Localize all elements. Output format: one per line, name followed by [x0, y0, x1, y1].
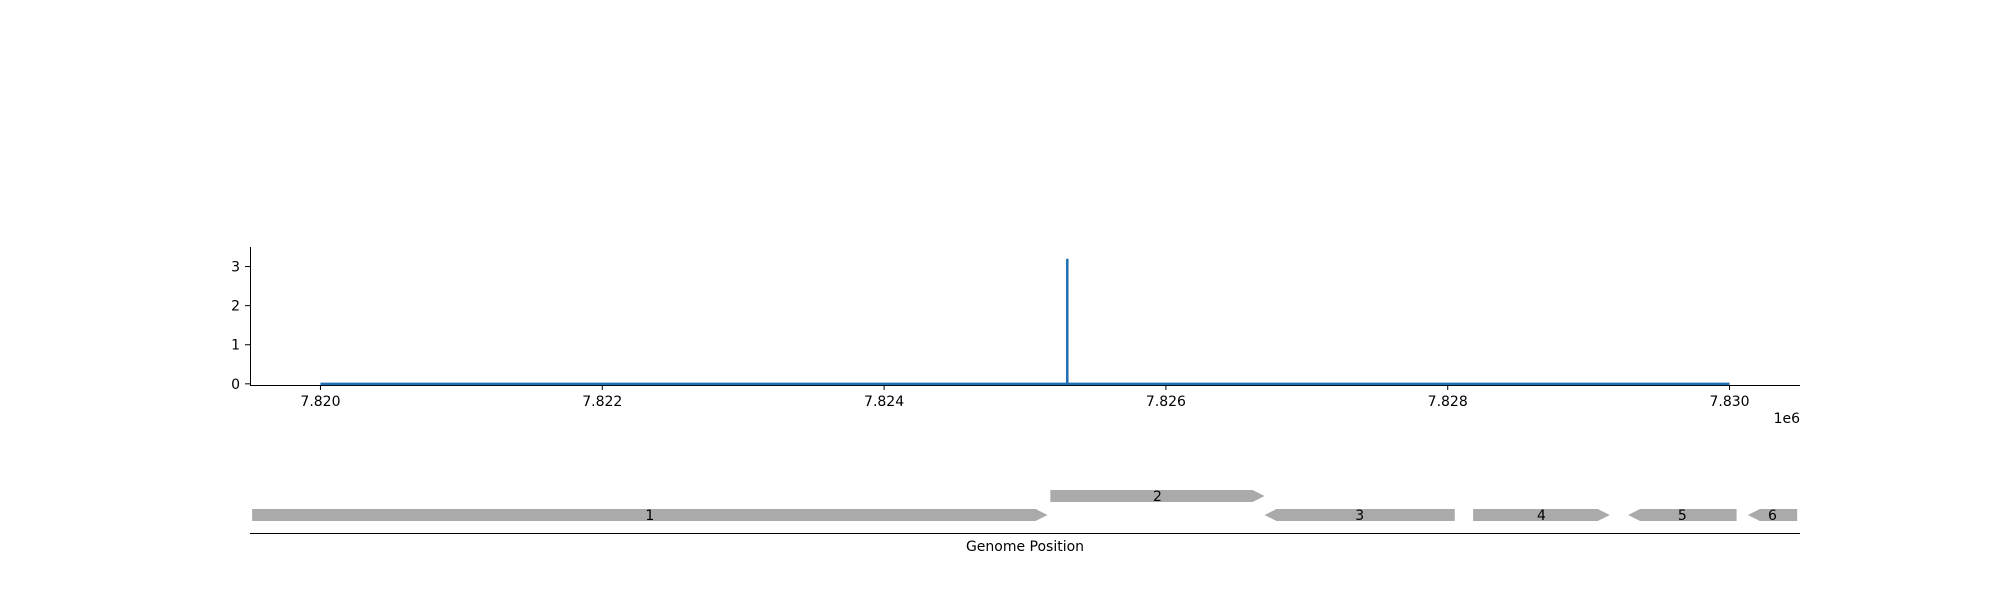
- gene-label-1: 1: [645, 508, 654, 524]
- gene-arrow-5: [1628, 509, 1737, 521]
- gene-arrow-3: [1264, 509, 1455, 521]
- x-tick-label: 7.824: [864, 394, 904, 410]
- gene-label-6: 6: [1768, 508, 1777, 524]
- x-axis-label: Genome Position: [966, 539, 1084, 555]
- y-tick-label: 0: [231, 377, 240, 393]
- gene-arrow-2: [1050, 490, 1265, 502]
- coverage-series-line: [320, 258, 1730, 386]
- gene-arrow-4: [1473, 509, 1610, 521]
- x-tick-label: 7.830: [1709, 394, 1749, 410]
- y-tick-label: 1: [231, 338, 240, 354]
- y-tick-label: 3: [231, 260, 240, 276]
- x-tick-label: 7.828: [1428, 394, 1468, 410]
- y-tick-label: 2: [231, 299, 240, 315]
- gene-layer: 1 2 3 4 5 6: [252, 489, 1798, 524]
- series-layer: [320, 258, 1730, 386]
- gene-label-5: 5: [1678, 508, 1687, 524]
- gene-arrow-1: [252, 509, 1048, 521]
- x-offset-label: 1e6: [1774, 411, 1801, 427]
- gene-label-4: 4: [1537, 508, 1546, 524]
- gene-track: 1 2 3 4 5 6 Genome Position: [250, 489, 1800, 555]
- y-ticks: 0 1 2 3: [231, 260, 250, 393]
- x-tick-label: 7.822: [582, 394, 622, 410]
- x-ticks: 7.820 7.822 7.824 7.826 7.828 7.830: [300, 385, 1750, 410]
- gene-label-3: 3: [1355, 508, 1364, 524]
- gene-arrow-6: [1747, 509, 1798, 521]
- x-tick-label: 7.820: [300, 394, 340, 410]
- x-tick-label: 7.826: [1146, 394, 1186, 410]
- gene-label-2: 2: [1153, 489, 1162, 505]
- coverage-plot: 0 1 2 3 7.820 7.822 7.824 7.826 7.828 7.830 1e6: [231, 247, 1800, 427]
